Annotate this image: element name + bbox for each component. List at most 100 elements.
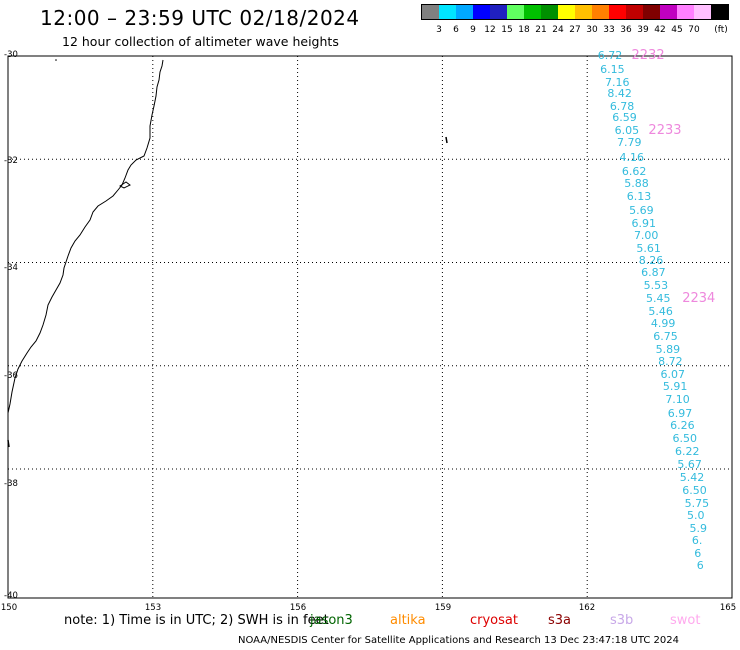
colorbar-swatch	[626, 5, 643, 19]
australia-coastline	[7, 59, 164, 414]
colorbar-label: 24	[552, 25, 564, 35]
lon-label: 153	[144, 603, 162, 613]
wave-height-value: 6.26	[670, 419, 695, 433]
lon-label: 156	[289, 603, 307, 613]
wave-height-value: 5.75	[684, 496, 710, 510]
wave-height-value: 5.53	[643, 279, 669, 293]
wave-height-value: 6	[694, 547, 702, 561]
lat-label: -38	[4, 479, 18, 489]
wave-height-value: 7.16	[604, 75, 630, 89]
colorbar-swatch	[422, 5, 439, 19]
satellite-legend-s3b: s3b	[610, 613, 634, 628]
colorbar-swatch	[660, 5, 677, 19]
wave-height-value: 6.91	[631, 216, 657, 230]
colorbar-label: 3	[436, 25, 442, 35]
colorbar-label: 6	[453, 25, 459, 35]
colorbar-swatch	[694, 5, 711, 19]
colorbar-swatch	[439, 5, 456, 19]
pass-time-label: 2233	[648, 122, 682, 138]
wave-height-value: 6.15	[600, 62, 625, 76]
lat-label: -40	[4, 591, 18, 601]
colorbar-swatch	[507, 5, 524, 19]
colorbar-swatch	[575, 5, 592, 19]
wave-height-value: 6.50	[672, 432, 698, 445]
graticule	[8, 56, 732, 598]
wave-height-value: 7.00	[633, 228, 659, 242]
wave-height-value: 5.69	[629, 203, 654, 217]
lon-label: 150	[0, 603, 18, 613]
wave-height-value: 8.72	[658, 355, 683, 369]
wave-height-value: 5.0	[687, 509, 705, 523]
wave-height-value: 5.88	[624, 177, 649, 190]
colorbar-swatch	[677, 5, 694, 19]
wave-height-value: 6.97	[667, 406, 693, 420]
colorbar-label: 15	[501, 25, 513, 35]
satellite-legend-altika: altika	[390, 613, 426, 628]
coast-fragment	[7, 439, 10, 448]
wave-height-value: 5.9	[689, 522, 707, 536]
lat-label: -32	[4, 156, 18, 166]
colorbar-label: 27	[569, 25, 581, 35]
wave-height-value: 5.89	[655, 343, 681, 357]
wave-height-value: 6.72	[597, 49, 623, 62]
colorbar-label: 30	[586, 25, 598, 35]
map-subtitle: 12 hour collection of altimeter wave hei…	[62, 34, 339, 49]
wave-height-value: 6.50	[682, 483, 707, 497]
footer-note: note: 1) Time is in UTC; 2) SWH is in fe…	[64, 613, 329, 628]
coast-islet	[119, 181, 131, 189]
satellite-legend-s3a: s3a	[548, 613, 572, 628]
pass-time-label: 2232	[631, 48, 665, 63]
wave-height-value: 8.26	[638, 253, 664, 267]
wave-height-value: 6.22	[674, 444, 700, 458]
wave-height-value: 5.42	[679, 471, 705, 485]
lat-label: -36	[4, 371, 18, 381]
wave-height-value: 6.62	[621, 164, 647, 178]
wave-height-value: 6.87	[641, 265, 666, 279]
wave-height-value: 6	[696, 558, 704, 572]
wave-height-value: 4.16	[619, 151, 644, 165]
wave-height-value: 6.13	[626, 190, 652, 204]
wave-height-value: 4.99	[650, 317, 676, 331]
colorbar-swatch	[609, 5, 626, 19]
colorbar-label: 21	[535, 25, 547, 35]
colorbar-label: 12	[484, 25, 496, 35]
colorbar-swatch	[490, 5, 507, 19]
colorbar-swatch	[541, 5, 558, 19]
credit-line: NOAA/NESDIS Center for Satellite Applica…	[238, 635, 680, 646]
satellite-legend-cryosat: cryosat	[470, 613, 518, 628]
wave-height-value: 6.05	[614, 123, 640, 137]
colorbar-swatch	[473, 5, 490, 19]
lat-label: -30	[4, 50, 18, 60]
wave-height-value: 6.	[691, 534, 703, 548]
colorbar-swatch	[711, 5, 728, 19]
lon-label: 159	[434, 603, 452, 613]
colorbar-label: (ft)	[714, 25, 728, 35]
wave-height-value: 6.75	[653, 330, 678, 344]
lon-label: 165	[719, 603, 737, 613]
colorbar-swatch	[643, 5, 660, 19]
wave-height-value: 5.67	[677, 458, 702, 472]
colorbar-swatch	[456, 5, 473, 19]
wave-height-value: 8.42	[607, 86, 632, 100]
colorbar-label: 9	[470, 25, 476, 35]
map-frame	[7, 55, 733, 599]
wave-height-value: 7.79	[617, 135, 642, 149]
wave-height-value: 7.10	[665, 393, 690, 407]
colorbar-swatch	[558, 5, 575, 19]
colorbar-swatch	[524, 5, 541, 19]
lord-howe-island	[445, 136, 448, 144]
wave-height-value: 5.46	[648, 304, 673, 318]
colorbar-swatch	[592, 5, 609, 19]
colorbar-label: 45	[671, 25, 683, 35]
wave-height-value: 6.59	[612, 110, 637, 124]
wave-height-value: 5.91	[662, 380, 688, 394]
pass-time-label: 2234	[682, 290, 716, 306]
colorbar-label: 39	[637, 25, 649, 35]
lat-label: -34	[4, 263, 18, 273]
colorbar-label: 18	[518, 25, 530, 35]
wave-height-value: 6.07	[660, 368, 685, 381]
colorbar-label: 70	[688, 25, 700, 35]
colorbar-label: 42	[654, 25, 666, 35]
wave-height-value: 5.45	[646, 291, 671, 305]
